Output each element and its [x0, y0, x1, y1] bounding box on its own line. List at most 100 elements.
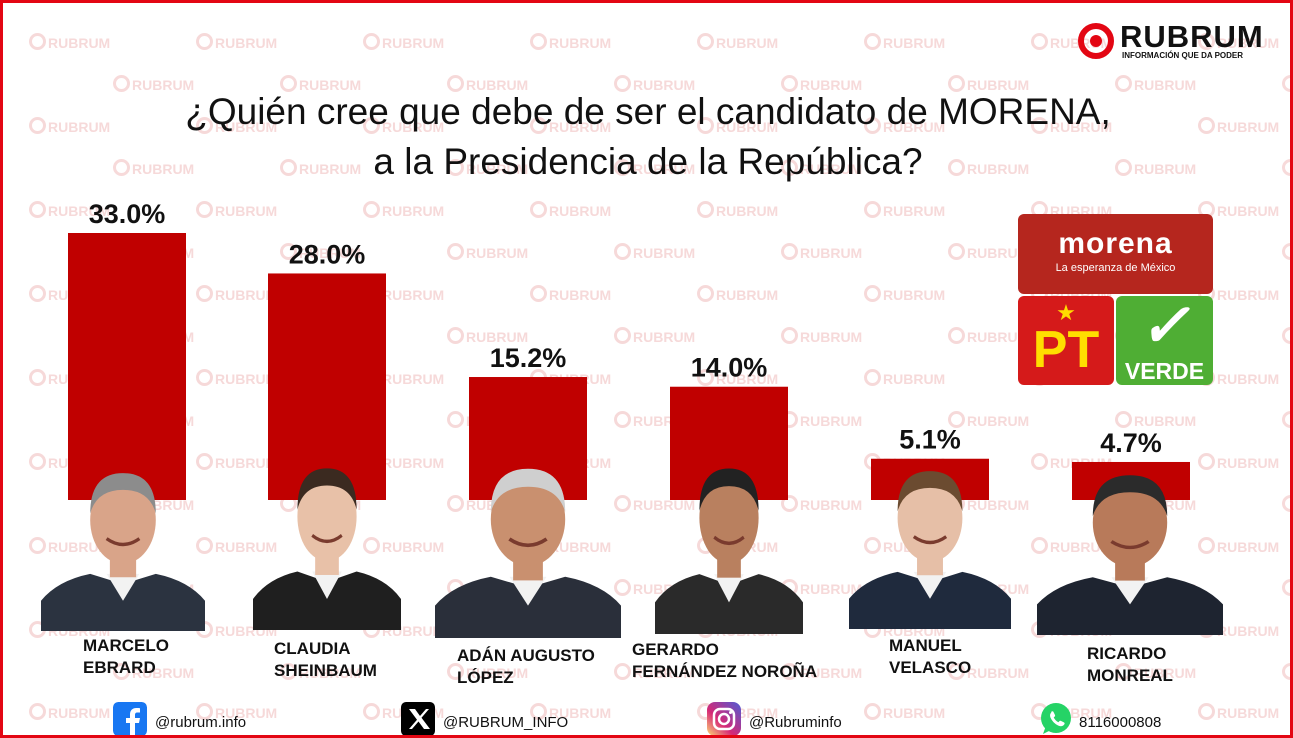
watermark: RUBRUM — [864, 703, 945, 721]
candidate-label-line: ADÁN AUGUSTO — [457, 646, 595, 665]
verde-logo: ✓ VERDE — [1116, 296, 1213, 385]
candidate-label-line: RICARDO — [1087, 644, 1167, 663]
watermark: RUBRUM — [363, 369, 444, 387]
morena-logo: morena La esperanza de México — [1018, 214, 1213, 294]
watermark: RUBRUM — [864, 285, 945, 303]
watermark: RUBRUM — [1115, 75, 1196, 93]
watermark: RUBRUM — [781, 159, 862, 177]
watermark: RUBRUM — [447, 75, 528, 93]
social-instagram[interactable]: @Rubruminfo — [707, 702, 857, 735]
watermark: RUBRUM — [363, 117, 444, 135]
whatsapp-icon — [1041, 703, 1071, 734]
watermark: RUBRUM — [1198, 703, 1279, 721]
watermark: RUBRUM — [196, 369, 277, 387]
watermark: RUBRUM — [280, 243, 361, 261]
watermark: RUBRUM — [280, 75, 361, 93]
star-icon: ★ — [1056, 300, 1076, 325]
watermark: RUBRUM — [1031, 537, 1112, 555]
verde-logo-name: VERDE — [1124, 358, 1205, 384]
watermark: RUBRUM — [280, 663, 361, 681]
facebook-icon — [113, 702, 147, 735]
morena-logo-slogan: La esperanza de México — [1055, 262, 1176, 274]
watermark: RUBRUM — [614, 495, 695, 513]
facebook-handle: @rubrum.info — [155, 714, 247, 731]
watermark: RUBRUM — [1282, 495, 1290, 513]
watermark: RUBRUM — [363, 285, 444, 303]
watermark: RUBRUM — [1115, 411, 1196, 429]
watermark: RUBRUM — [864, 33, 945, 51]
watermark: RUBRUM — [697, 369, 778, 387]
watermark: RUBRUM — [196, 201, 277, 219]
watermark: RUBRUM — [781, 663, 862, 681]
candidate-label-line: MONREAL — [1087, 666, 1173, 685]
photo-ebrard — [41, 473, 205, 631]
party-logos: morena La esperanza de México ★ PT ✓ VER… — [1018, 214, 1214, 386]
watermark: RUBRUM — [697, 33, 778, 51]
candidate-label-line: MARCELO — [83, 636, 169, 655]
social-whatsapp[interactable]: 8116000808 — [1039, 702, 1179, 735]
watermark: RUBRUM — [614, 243, 695, 261]
watermark: RUBRUM — [196, 453, 277, 471]
watermark: RUBRUM — [113, 75, 194, 93]
candidate-label-line: VELASCO — [889, 658, 972, 677]
watermark: RUBRUM — [948, 327, 1029, 345]
social-x[interactable]: @RUBRUM_INFO — [401, 702, 571, 735]
watermark: RUBRUM — [697, 285, 778, 303]
watermark: RUBRUM — [948, 411, 1029, 429]
whatsapp-number: 8116000808 — [1079, 714, 1162, 731]
watermark: RUBRUM — [948, 495, 1029, 513]
candidate-label-line: LÓPEZ — [457, 668, 514, 687]
bar-value-label: 5.1% — [899, 425, 961, 455]
watermark: RUBRUM — [1198, 621, 1279, 639]
candidate-label-line: FERNÁNDEZ NOROÑA — [632, 662, 818, 681]
candidate-label-line: GERARDO — [632, 640, 719, 659]
candidate-label-line: CLAUDIA — [274, 639, 351, 658]
watermark: RUBRUM — [781, 411, 862, 429]
watermark: RUBRUM — [864, 369, 945, 387]
watermark: RUBRUM — [530, 703, 611, 721]
watermark: RUBRUM — [1282, 411, 1290, 429]
watermark: RUBRUM — [447, 411, 528, 429]
watermark: RUBRUM — [113, 411, 194, 429]
watermark: RUBRUM — [697, 201, 778, 219]
watermark: RUBRUM — [196, 117, 277, 135]
watermark: RUBRUM — [1282, 75, 1290, 93]
watermark: RUBRUM — [614, 663, 695, 681]
watermark: RUBRUM — [29, 703, 110, 721]
watermark: RUBRUM — [1282, 579, 1290, 597]
chart-title-line-2: a la Presidencia de la República? — [373, 141, 923, 182]
watermark: RUBRUM — [280, 159, 361, 177]
social-facebook[interactable]: @rubrum.info — [113, 702, 263, 735]
watermark: RUBRUM — [196, 33, 277, 51]
watermark: RUBRUM — [1198, 369, 1279, 387]
watermark: RUBRUM — [1282, 243, 1290, 261]
watermark: RUBRUM — [1198, 117, 1279, 135]
watermark: RUBRUM — [864, 117, 945, 135]
watermark: RUBRUM — [1282, 327, 1290, 345]
watermark: RUBRUM — [1115, 159, 1196, 177]
watermark: RUBRUM — [29, 369, 110, 387]
watermark: RUBRUM — [113, 159, 194, 177]
watermark: RUBRUM — [29, 117, 110, 135]
morena-logo-name: morena — [1058, 227, 1173, 260]
candidate-label-ebrard: MARCELO EBRARD — [83, 635, 169, 679]
watermark: RUBRUM — [530, 201, 611, 219]
watermark: RUBRUM — [697, 117, 778, 135]
candidate-label-norona: GERARDO FERNÁNDEZ NOROÑA — [632, 639, 817, 683]
watermark: RUBRUM — [1198, 201, 1279, 219]
watermark: RUBRUM — [29, 537, 110, 555]
photo-norona — [655, 468, 803, 634]
watermark: RUBRUM — [948, 663, 1029, 681]
watermark: RUBRUM — [1031, 117, 1112, 135]
pt-logo-name: PT — [1032, 321, 1100, 379]
watermark: RUBRUM — [1282, 663, 1290, 681]
watermark: RUBRUM — [781, 495, 862, 513]
watermark: RUBRUM — [781, 327, 862, 345]
watermark: RUBRUM — [1198, 285, 1279, 303]
watermark: RUBRUM — [530, 285, 611, 303]
watermark: RUBRUM — [1198, 537, 1279, 555]
watermark: RUBRUM — [363, 201, 444, 219]
watermark: RUBRUM — [113, 243, 194, 261]
watermark: RUBRUM — [948, 75, 1029, 93]
